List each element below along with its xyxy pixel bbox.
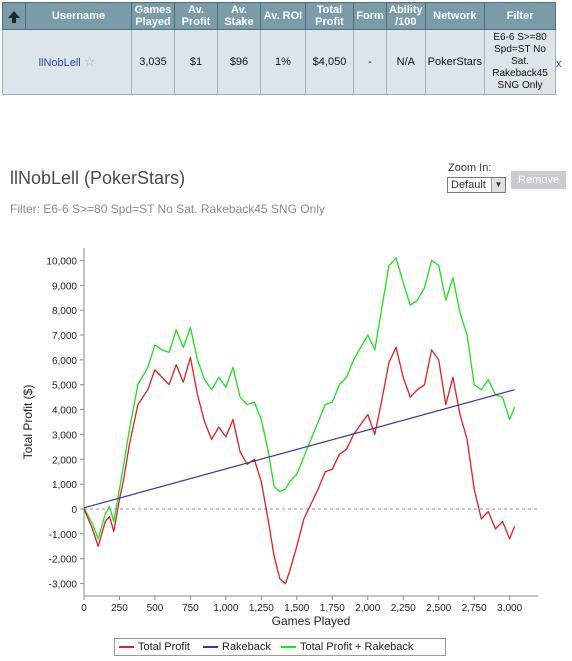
network-cell: PokerStars bbox=[424, 29, 486, 95]
x-tick-label: 2,750 bbox=[462, 603, 487, 614]
y-tick-label: 4,000 bbox=[52, 406, 77, 417]
x-tick-label: 0 bbox=[81, 603, 87, 614]
y-tick-label: 9,000 bbox=[52, 281, 77, 292]
header-form[interactable]: Form bbox=[353, 2, 387, 30]
x-tick-label: 500 bbox=[147, 603, 164, 614]
page-title: llNobLell (PokerStars) bbox=[10, 168, 186, 188]
legend-item-total-plus-rakeback: Total Profit + Rakeback bbox=[281, 641, 413, 653]
username-link[interactable]: llNobLell bbox=[38, 57, 81, 69]
y-axis-title: Total Profit ($) bbox=[21, 385, 35, 460]
games-played-cell: 3,035 bbox=[131, 29, 175, 95]
legend-item-total-profit: Total Profit bbox=[119, 641, 190, 653]
total-profit-cell: $4,050 bbox=[305, 29, 354, 95]
legend-item-rakeback: Rakeback bbox=[203, 641, 271, 653]
header-total-profit[interactable]: Total Profit bbox=[305, 2, 354, 30]
y-tick-label: 2,000 bbox=[52, 455, 77, 466]
x-axis-title: Games Played bbox=[272, 614, 351, 628]
y-tick-label: -3,000 bbox=[49, 580, 78, 591]
filter-description: Filter: E6-6 S>=80 Spd=ST No Sat. Rakeba… bbox=[10, 202, 325, 216]
header-network[interactable]: Network bbox=[424, 2, 486, 30]
y-tick-label: 6,000 bbox=[52, 356, 77, 367]
zoom-select[interactable]: Default ▼ bbox=[447, 177, 506, 193]
y-tick-label: 1,000 bbox=[52, 480, 77, 491]
legend-swatch-total-plus-rakeback bbox=[281, 646, 296, 649]
profit-chart: -3,000 -2,000 -1,000 0 1,000 2,000 3,000 4,000 5… bbox=[21, 248, 538, 628]
legend-label-rakeback: Rakeback bbox=[222, 641, 271, 653]
chevron-down-icon[interactable]: ▼ bbox=[491, 178, 505, 192]
header-av-profit[interactable]: Av. Profit bbox=[174, 2, 218, 30]
series-total-profit-line bbox=[83, 346, 516, 585]
y-tick-label: 10,000 bbox=[46, 256, 77, 267]
y-tick-label: 8,000 bbox=[52, 306, 77, 317]
favorite-star-icon[interactable]: ☆ bbox=[83, 54, 96, 69]
table-header-row: Username Games Played Av. Profit Av. Sta… bbox=[2, 2, 557, 30]
zoom-label: Zoom In: bbox=[448, 162, 492, 174]
y-tick-label: 7,000 bbox=[52, 331, 77, 342]
header-username[interactable]: Username bbox=[25, 2, 132, 30]
legend-label-total-plus-rakeback: Total Profit + Rakeback bbox=[300, 641, 414, 653]
header-av-stake[interactable]: Av. Stake bbox=[217, 2, 261, 30]
remove-button[interactable]: Remove bbox=[511, 171, 566, 189]
header-games-played[interactable]: Games Played bbox=[131, 2, 175, 30]
av-profit-cell: $1 bbox=[174, 29, 218, 95]
header-filter[interactable]: Filter bbox=[484, 2, 557, 30]
x-tick-label: 1,250 bbox=[249, 603, 274, 614]
x-tick-label: 1,500 bbox=[284, 603, 309, 614]
table-row: llNobLell ☆ 3,035 $1 $96 1% $4,050 - N/A … bbox=[2, 29, 557, 95]
series-rakeback-line bbox=[83, 389, 515, 509]
chart-legend: Total Profit Rakeback Total Profit + Rak… bbox=[114, 638, 446, 656]
form-cell: - bbox=[353, 29, 387, 95]
legend-swatch-rakeback bbox=[203, 646, 218, 649]
y-tick-label: 5,000 bbox=[52, 381, 77, 392]
remove-row-link[interactable]: x bbox=[556, 58, 562, 70]
x-tick-label: 750 bbox=[182, 603, 199, 614]
x-tick-label: 1,000 bbox=[213, 603, 238, 614]
stats-table: Username Games Played Av. Profit Av. Sta… bbox=[2, 2, 557, 95]
header-ability[interactable]: Ability /100 bbox=[386, 2, 426, 30]
legend-label-total-profit: Total Profit bbox=[138, 641, 190, 653]
x-tick-label: 250 bbox=[111, 603, 128, 614]
av-roi-cell: 1% bbox=[260, 29, 306, 95]
y-tick-label: 3,000 bbox=[52, 430, 77, 441]
x-tick-label: 2,000 bbox=[355, 603, 380, 614]
y-tick-label: 0 bbox=[71, 505, 77, 516]
y-tick-label: -1,000 bbox=[49, 530, 78, 541]
y-tick-label: -2,000 bbox=[49, 555, 78, 566]
series-total-plus-rakeback-line bbox=[83, 257, 516, 540]
zoom-select-value: Default bbox=[451, 179, 486, 191]
ability-cell: N/A bbox=[386, 29, 426, 95]
x-tick-label: 2,250 bbox=[391, 603, 416, 614]
filter-cell: E6-6 S>=80 Spd=ST No Sat. Rakeback45 SNG… bbox=[484, 29, 557, 95]
header-av-roi[interactable]: Av. ROI bbox=[260, 2, 306, 30]
x-tick-label: 2,500 bbox=[426, 603, 451, 614]
legend-swatch-total-profit bbox=[119, 646, 134, 649]
av-stake-cell: $96 bbox=[217, 29, 261, 95]
x-tick-label: 1,750 bbox=[320, 603, 345, 614]
sort-up-arrow-icon bbox=[8, 11, 20, 23]
username-cell: llNobLell ☆ bbox=[2, 29, 132, 95]
sort-arrow-header[interactable] bbox=[2, 2, 26, 30]
x-tick-label: 3,000 bbox=[497, 603, 522, 614]
